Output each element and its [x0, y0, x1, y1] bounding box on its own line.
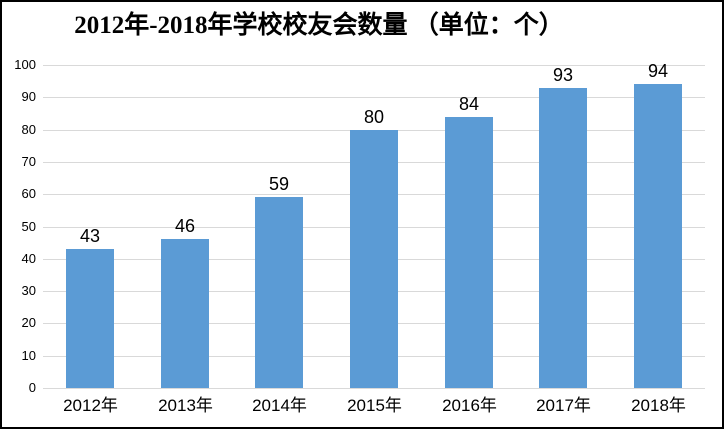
y-axis-tick-label: 0	[28, 380, 36, 395]
bar-value-label: 84	[458, 94, 480, 114]
bar-value-label: 46	[174, 216, 196, 236]
x-axis-tick-label: 2014年	[252, 396, 307, 415]
chart-title: 2012年-2018年学校校友会数量 （单位：个）	[74, 12, 564, 39]
y-axis-tick-label: 90	[21, 89, 36, 104]
x-axis-tick-label: 2015年	[347, 396, 402, 415]
bar-value-label: 43	[79, 226, 101, 246]
bar-value-label: 94	[647, 61, 669, 81]
y-axis-tick-label: 10	[21, 348, 36, 363]
bar	[445, 117, 493, 388]
bar-value-label: 93	[552, 65, 574, 85]
bar-value-label: 80	[363, 107, 385, 127]
x-axis-tick-label: 2013年	[158, 396, 213, 415]
x-axis-tick-label: 2016年	[442, 396, 497, 415]
y-axis-tick-label: 50	[21, 219, 36, 234]
y-axis-tick-label: 20	[21, 315, 36, 330]
y-axis-tick-label: 60	[21, 186, 36, 201]
bar	[66, 249, 114, 388]
bar	[350, 130, 398, 388]
x-axis-tick-label: 2018年	[631, 396, 686, 415]
y-axis-tick-label: 80	[21, 122, 36, 137]
gridline	[43, 97, 705, 98]
bar	[539, 88, 587, 388]
bar	[161, 239, 209, 388]
gridline	[43, 388, 705, 389]
gridline	[43, 65, 705, 66]
y-axis-tick-label: 70	[21, 154, 36, 169]
x-axis-tick-label: 2012年	[63, 396, 118, 415]
bar	[634, 84, 682, 388]
y-axis-tick-label: 40	[21, 251, 36, 266]
y-axis-tick-label: 100	[14, 57, 36, 72]
bar	[255, 197, 303, 388]
x-axis-tick-label: 2017年	[536, 396, 591, 415]
y-axis-tick-label: 30	[21, 283, 36, 298]
bar-value-label: 59	[268, 174, 290, 194]
